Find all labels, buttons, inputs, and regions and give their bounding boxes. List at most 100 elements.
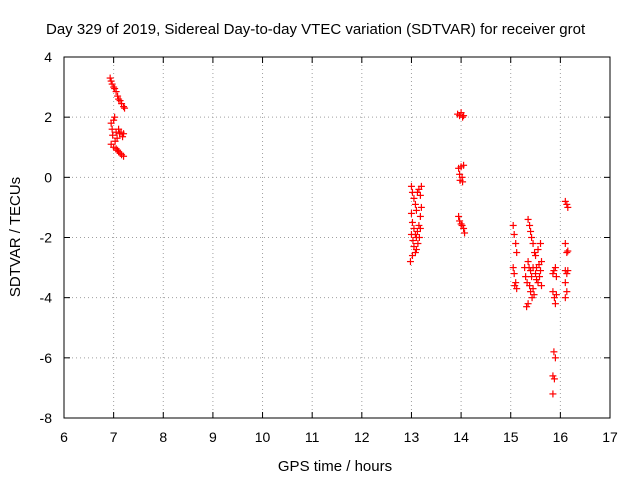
data-point bbox=[532, 252, 540, 260]
data-point bbox=[511, 282, 519, 290]
data-point bbox=[509, 264, 517, 272]
data-point bbox=[549, 288, 557, 296]
data-point bbox=[549, 372, 557, 380]
data-point bbox=[110, 83, 118, 91]
data-point bbox=[549, 390, 557, 398]
data-point bbox=[552, 291, 560, 299]
y-tick-label: 0 bbox=[44, 169, 52, 185]
x-tick-label: 16 bbox=[553, 429, 569, 445]
axis-ticks: 6 7 8 9 10 11 12 13 14 15 16 17 -8 -6 -4 -2 0 2 4 bbox=[40, 49, 618, 445]
data-point bbox=[455, 212, 463, 220]
data-point bbox=[109, 131, 117, 139]
data-point bbox=[106, 74, 114, 82]
x-tick-label: 15 bbox=[503, 429, 519, 445]
x-tick-label: 14 bbox=[453, 429, 469, 445]
data-point bbox=[116, 149, 124, 157]
data-point bbox=[528, 234, 536, 241]
data-point bbox=[561, 294, 569, 302]
data-point bbox=[456, 217, 464, 225]
data-point bbox=[108, 125, 116, 133]
data-point bbox=[550, 348, 558, 356]
data-point bbox=[414, 240, 422, 248]
x-tick-label: 17 bbox=[602, 429, 618, 445]
data-point bbox=[411, 200, 419, 208]
x-tick-label: 9 bbox=[209, 429, 217, 445]
data-point bbox=[533, 276, 541, 284]
data-point bbox=[111, 85, 119, 93]
data-point bbox=[407, 209, 415, 217]
y-tick-label: 2 bbox=[44, 109, 52, 125]
data-point bbox=[408, 218, 416, 226]
data-point bbox=[537, 267, 545, 275]
data-point bbox=[561, 279, 569, 287]
x-axis-label: GPS time / hours bbox=[278, 458, 392, 475]
data-point bbox=[552, 273, 560, 281]
data-point bbox=[115, 148, 123, 156]
data-point bbox=[116, 97, 124, 105]
data-point bbox=[459, 178, 467, 186]
data-point bbox=[408, 252, 416, 260]
chart-title: Day 329 of 2019, Sidereal Day-to-day VTE… bbox=[46, 21, 586, 38]
data-point bbox=[461, 229, 469, 237]
data-point bbox=[524, 300, 532, 308]
data-point bbox=[411, 249, 419, 257]
data-point bbox=[551, 354, 559, 362]
data-point bbox=[121, 104, 129, 112]
data-point bbox=[410, 194, 418, 202]
x-tick-label: 6 bbox=[60, 429, 68, 445]
data-point bbox=[529, 285, 537, 293]
data-point bbox=[564, 267, 572, 275]
data-point bbox=[510, 270, 518, 278]
data-point bbox=[564, 203, 572, 211]
data-point bbox=[114, 92, 122, 100]
data-point bbox=[521, 264, 529, 272]
data-point bbox=[111, 137, 119, 145]
data-point bbox=[538, 282, 546, 290]
data-point bbox=[413, 188, 421, 196]
data-point bbox=[561, 197, 569, 205]
data-point bbox=[549, 270, 557, 278]
x-tick-label: 10 bbox=[255, 429, 271, 445]
data-point bbox=[458, 221, 466, 229]
data-point bbox=[115, 95, 123, 103]
data-point bbox=[110, 116, 118, 124]
data-point bbox=[415, 234, 423, 241]
data-point bbox=[563, 249, 571, 257]
data-point bbox=[550, 375, 558, 383]
data-point bbox=[416, 224, 424, 232]
y-axis-label: SDTVAR / TECUs bbox=[7, 177, 24, 297]
data-point bbox=[412, 206, 420, 214]
data-point bbox=[530, 291, 538, 299]
data-point bbox=[460, 161, 468, 169]
data-point bbox=[550, 267, 558, 275]
data-point bbox=[407, 230, 415, 238]
data-point bbox=[563, 288, 571, 296]
data-point bbox=[513, 249, 521, 257]
data-point bbox=[417, 203, 425, 211]
x-tick-label: 13 bbox=[404, 429, 420, 445]
data-point bbox=[111, 113, 119, 121]
data-point bbox=[407, 182, 415, 190]
x-tick-label: 11 bbox=[305, 429, 320, 445]
data-point bbox=[460, 224, 468, 232]
x-tick-label: 8 bbox=[159, 429, 167, 445]
data-point bbox=[526, 221, 534, 229]
data-point bbox=[534, 246, 542, 254]
y-tick-label: -4 bbox=[40, 290, 53, 306]
grid bbox=[64, 57, 610, 418]
data-point bbox=[532, 270, 540, 278]
data-point bbox=[459, 113, 467, 121]
x-tick-label: 7 bbox=[110, 429, 118, 445]
data-point bbox=[409, 237, 417, 245]
data-point bbox=[509, 221, 517, 229]
data-point bbox=[537, 240, 545, 248]
data-point bbox=[416, 212, 424, 220]
data-points bbox=[106, 74, 572, 398]
data-point bbox=[119, 133, 127, 141]
data-point bbox=[416, 191, 424, 199]
y-tick-label: 4 bbox=[44, 49, 52, 65]
data-point bbox=[512, 279, 520, 287]
data-point bbox=[563, 270, 571, 278]
data-point bbox=[415, 221, 423, 229]
